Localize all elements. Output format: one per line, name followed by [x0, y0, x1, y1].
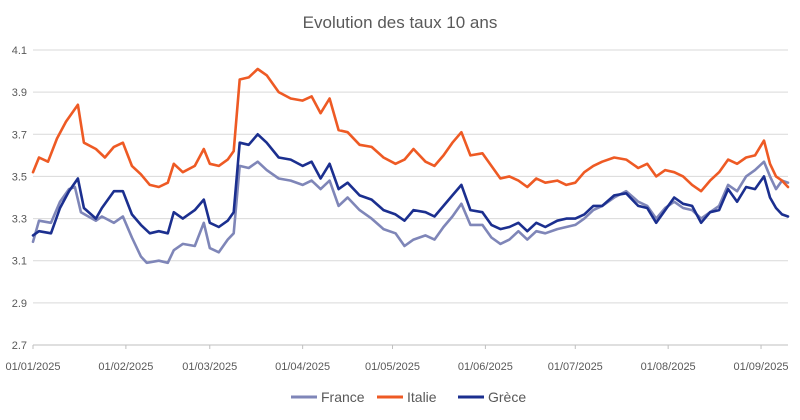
x-tick-label: 01/05/2025: [365, 361, 420, 373]
x-tick-label: 01/02/2025: [98, 361, 153, 373]
series-line-france: [31, 160, 790, 265]
y-axis-ticks: 2.7 2.9 3.1 3.3 3.5 3.7 3.9 4.1: [12, 45, 27, 352]
x-axis-ticks: 01/01/2025 01/02/2025 01/03/2025 01/04/2025…: [5, 345, 789, 373]
series-lines: [31, 67, 790, 265]
x-tick-label: 01/08/2025: [641, 361, 696, 373]
legend-label-grece: Grèce: [488, 389, 526, 405]
x-tick-label: 01/04/2025: [275, 361, 330, 373]
y-tick-label: 2.9: [12, 298, 27, 310]
y-tick-label: 3.9: [12, 87, 27, 99]
y-tick-label: 4.1: [12, 45, 27, 57]
x-tick-label: 01/06/2025: [458, 361, 513, 373]
y-tick-label: 3.7: [12, 129, 27, 141]
y-tick-label: 3.3: [12, 214, 27, 226]
x-tick-label: 01/09/2025: [734, 361, 789, 373]
series-line-italie: [31, 67, 790, 193]
series-line-grece: [31, 133, 790, 237]
chart-title: Evolution des taux 10 ans: [303, 13, 498, 32]
x-tick-label: 01/07/2025: [548, 361, 603, 373]
legend: France Italie Grèce: [291, 389, 526, 405]
legend-label-france: France: [321, 389, 365, 405]
y-tick-label: 3.1: [12, 256, 27, 268]
y-tick-label: 2.7: [12, 340, 27, 352]
x-tick-label: 01/03/2025: [182, 361, 237, 373]
x-tick-label: 01/01/2025: [5, 361, 60, 373]
y-tick-label: 3.5: [12, 171, 27, 183]
legend-label-italie: Italie: [407, 389, 437, 405]
